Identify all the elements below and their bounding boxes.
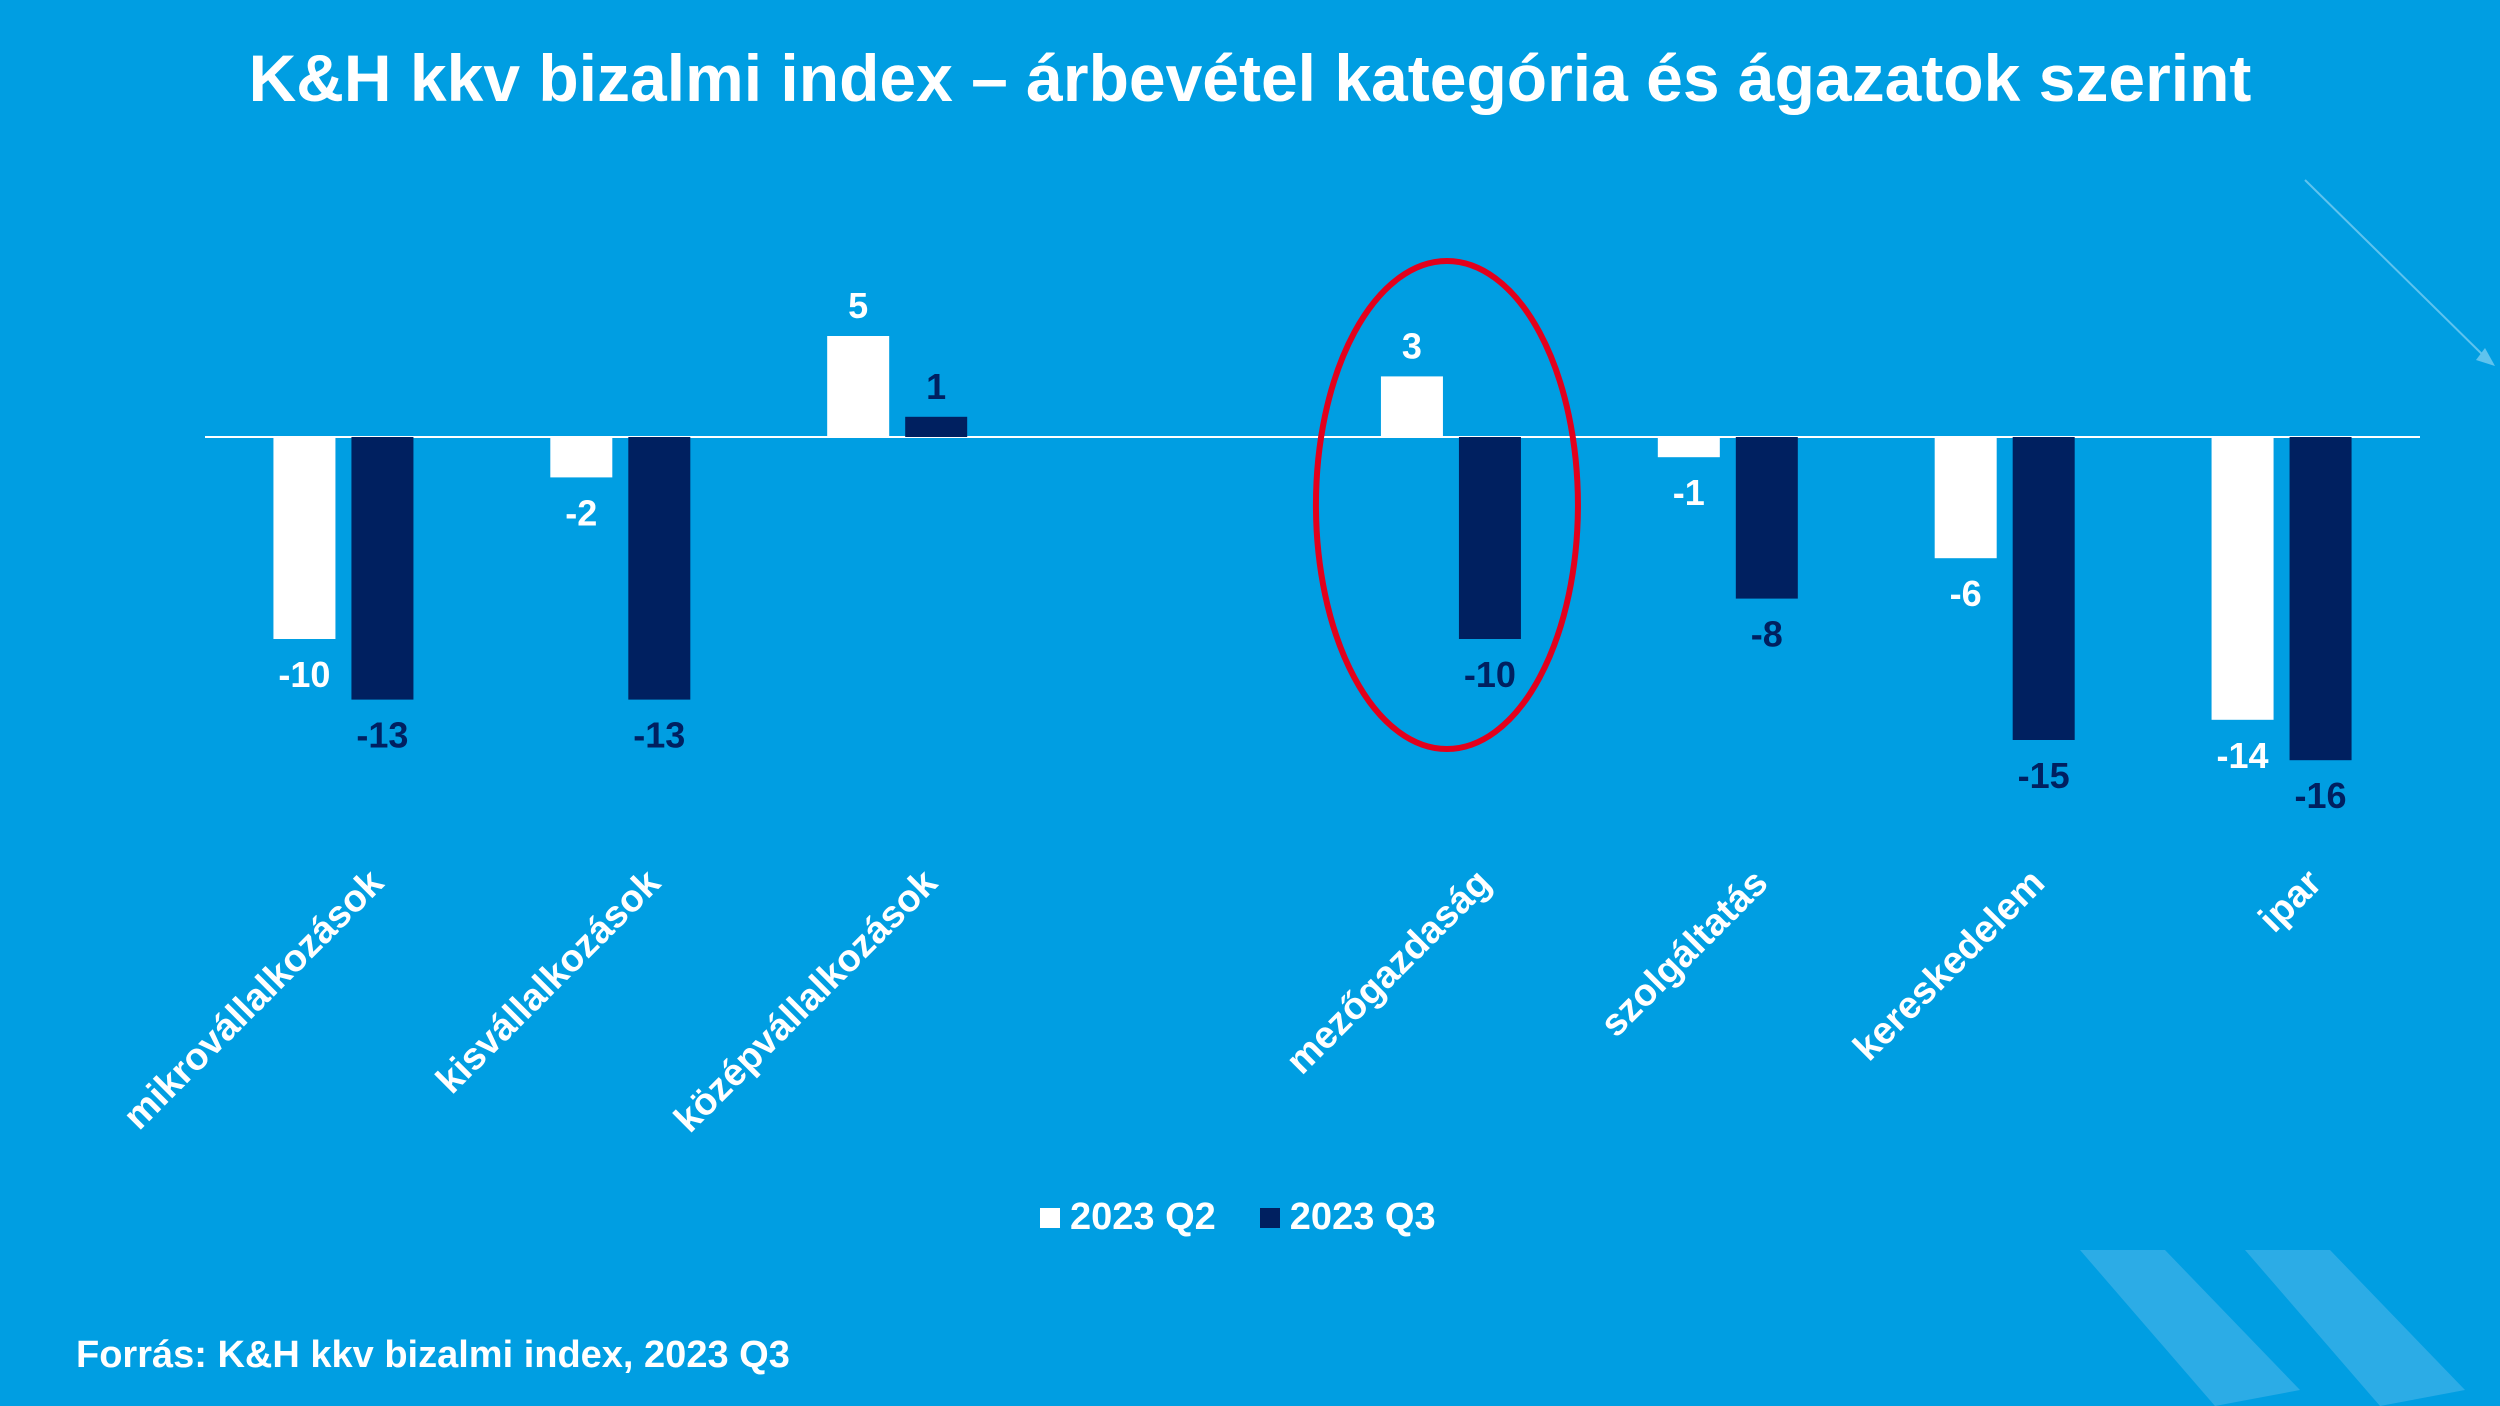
- data-label-q3-6: -15: [2018, 755, 2070, 796]
- data-label-q3-0: -13: [356, 715, 408, 756]
- data-label-q2-7: -14: [2217, 735, 2269, 776]
- data-label-q3-4: -10: [1464, 654, 1516, 695]
- data-label-q3-7: -16: [2295, 775, 2347, 816]
- bar-q2-5: [1657, 437, 1720, 458]
- legend-swatch-q2: [1040, 1207, 1060, 1228]
- diagonal-accent-line: [2304, 179, 2491, 363]
- highlight-ellipse: [1312, 258, 1581, 752]
- bar-q3-1: [628, 437, 691, 700]
- data-label-q2-1: -2: [565, 492, 597, 533]
- category-label-0: mikrovállalkozások: [116, 861, 393, 1138]
- legend-item-q2: 2023 Q2: [1040, 1196, 1216, 1239]
- data-label-q2-0: -10: [278, 654, 330, 695]
- legend: 2023 Q2 2023 Q3: [1040, 1196, 1480, 1239]
- legend-item-q3: 2023 Q3: [1259, 1196, 1436, 1239]
- chart-title: K&H kkv bizalmi index – árbevétel kategó…: [248, 41, 2252, 115]
- data-label-q2-6: -6: [1950, 573, 1982, 614]
- source-note: Forrás: K&H kkv bizalmi index, 2023 Q3: [76, 1334, 790, 1376]
- bar-q3-6: [2012, 437, 2075, 740]
- bar-q2-7: [2211, 437, 2274, 720]
- data-label-q3-1: -13: [633, 715, 685, 756]
- legend-label-q2: 2023 Q2: [1070, 1196, 1216, 1238]
- data-label-q3-2: 1: [926, 366, 946, 407]
- bar-q2-1: [550, 437, 613, 478]
- bar-q3-2: [905, 416, 968, 437]
- bar-q3-7: [2289, 437, 2352, 761]
- category-label-6: kereskedelem: [1846, 862, 2053, 1069]
- data-label-q2-4: 3: [1402, 325, 1422, 366]
- chevron-decoration-icon: [2080, 1250, 2465, 1406]
- legend-label-q3: 2023 Q3: [1289, 1196, 1436, 1238]
- data-label-q3-5: -8: [1751, 614, 1783, 655]
- legend-swatch-q3: [1259, 1207, 1280, 1228]
- bar-q3-0: [351, 437, 414, 700]
- bar-q2-6: [1934, 437, 1997, 559]
- accent-arrow-icon: [2476, 348, 2495, 366]
- bar-q3-5: [1735, 437, 1798, 599]
- bar-q3-4: [1458, 437, 1521, 639]
- bar-q2-2: [827, 336, 890, 437]
- data-label-q2-5: -1: [1673, 472, 1705, 513]
- category-label-2: középvállalkozások: [666, 861, 946, 1141]
- category-label-4: mezőgazdaság: [1278, 862, 1499, 1083]
- bar-q2-0: [273, 437, 336, 639]
- category-label-5: szolgáltatás: [1593, 862, 1777, 1046]
- category-label-1: kisvállalkozások: [428, 861, 669, 1102]
- data-label-q2-2: 5: [848, 285, 868, 326]
- category-label-7: ipar: [2251, 862, 2330, 941]
- bar-q2-4: [1380, 376, 1443, 437]
